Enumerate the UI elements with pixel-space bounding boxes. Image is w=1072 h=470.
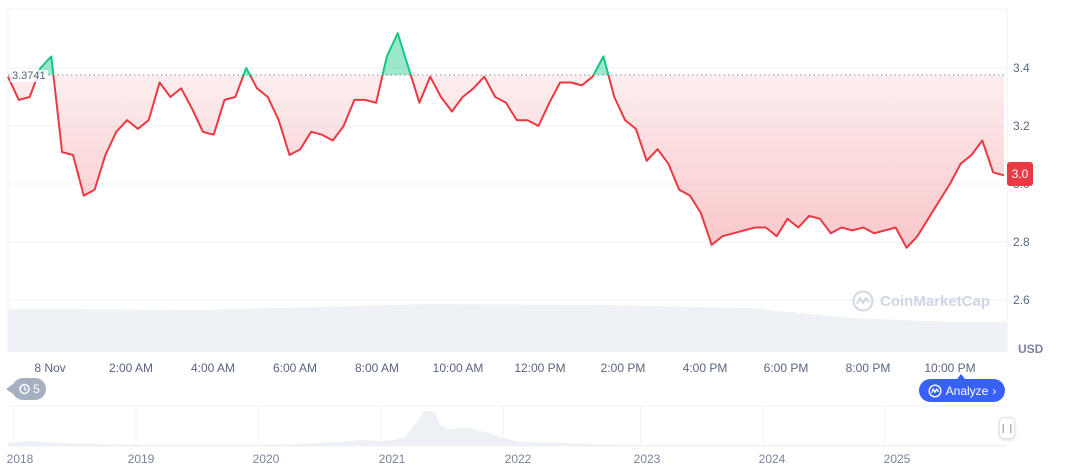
y-tick-2.6: 2.6 xyxy=(1013,293,1030,307)
x-tick: 4:00 PM xyxy=(682,361,728,375)
baseline-price-label: 3.3741 xyxy=(10,70,48,82)
watermark-text: CoinMarketCap xyxy=(880,292,991,310)
coinmarketcap-logo-icon xyxy=(928,383,942,398)
watermark: CoinMarketCap xyxy=(852,290,990,312)
navigator-tick: 2021 xyxy=(378,452,406,466)
navigator-area xyxy=(8,411,1006,446)
price-line-down xyxy=(7,75,1005,249)
currency-label: USD xyxy=(1018,342,1044,356)
navigator-drag-handle[interactable]: ❙❙ xyxy=(999,417,1015,439)
analyze-button[interactable]: Analyze › xyxy=(919,374,1005,402)
navigator-tick: 2020 xyxy=(252,452,280,466)
history-button[interactable]: 5 xyxy=(6,378,46,400)
coinmarketcap-logo-icon xyxy=(852,290,874,312)
x-tick: 4:00 AM xyxy=(190,361,236,375)
navigator-tick: 2024 xyxy=(758,452,786,466)
x-tick: 6:00 AM xyxy=(272,361,318,375)
y-tick-3.2: 3.2 xyxy=(1013,119,1030,133)
history-clock-icon xyxy=(18,383,30,395)
current-price-badge: 3.0 xyxy=(1007,162,1033,186)
y-tick-2.8: 2.8 xyxy=(1013,235,1030,249)
x-tick: 2:00 AM xyxy=(108,361,154,375)
x-tick: 8:00 PM xyxy=(845,361,891,375)
navigator[interactable] xyxy=(8,405,1006,447)
y-tick-3.4: 3.4 xyxy=(1013,61,1030,75)
volume-bars xyxy=(8,304,1007,352)
x-tick: 10:00 AM xyxy=(432,361,484,375)
analyze-label: Analyze xyxy=(945,383,989,398)
x-tick: 8:00 AM xyxy=(354,361,400,375)
price-area-below xyxy=(8,75,1004,248)
x-tick: 6:00 PM xyxy=(763,361,809,375)
navigator-tick: 2022 xyxy=(504,452,532,466)
chevron-right-icon: › xyxy=(992,383,997,398)
navigator-tick: 2019 xyxy=(127,452,155,466)
navigator-tick: 2018 xyxy=(6,452,34,466)
x-tick: 8 Nov xyxy=(34,361,66,375)
x-tick: 12:00 PM xyxy=(514,361,566,375)
history-count: 5 xyxy=(33,382,40,396)
navigator-tick: 2025 xyxy=(883,452,911,466)
x-tick: 10:00 PM xyxy=(924,361,976,375)
navigator-tick: 2023 xyxy=(633,452,661,466)
x-tick: 2:00 PM xyxy=(600,361,646,375)
